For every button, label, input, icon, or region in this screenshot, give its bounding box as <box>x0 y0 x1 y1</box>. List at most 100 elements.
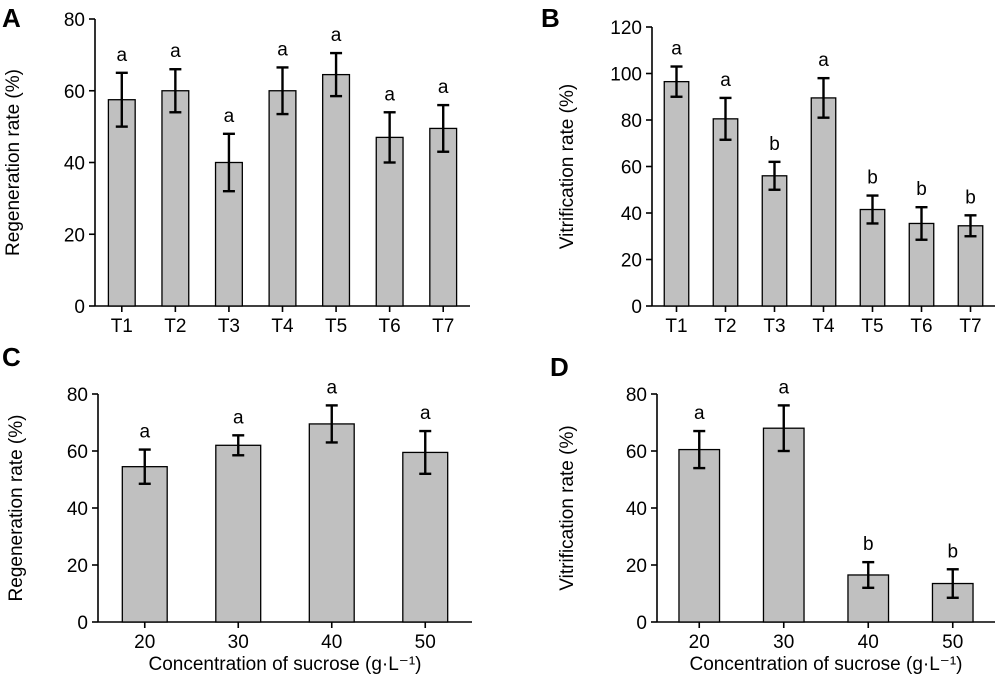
y-tick-label: 20 <box>626 556 647 577</box>
y-axis-title: Regeneration rate (%) <box>3 69 24 256</box>
y-tick-label: 120 <box>610 18 642 39</box>
y-tick-label: 0 <box>631 297 642 318</box>
bar-40 <box>308 423 355 623</box>
x-tick-label: T4 <box>271 316 294 337</box>
x-tick-label: 40 <box>321 632 342 653</box>
x-tick-label: T3 <box>763 316 785 337</box>
y-tick-label: 100 <box>610 65 642 86</box>
y-tick-label: 80 <box>621 111 642 132</box>
y-tick-label: 40 <box>67 499 88 520</box>
y-tick-label: 0 <box>74 297 85 318</box>
chart-panel-a: A 0 20 40 60 80 Regeneration rate (%) a T1 a T2 a T3… <box>2 3 470 337</box>
x-tick-label: 30 <box>773 632 794 653</box>
y-tick-label: 20 <box>67 556 88 577</box>
x-axis-title: Concentration of sucrose (g·L⁻¹) <box>149 654 422 675</box>
y-tick-label: 20 <box>621 251 642 272</box>
x-tick-label: T6 <box>910 316 932 337</box>
significance-label: a <box>116 45 127 66</box>
x-axis-title: Concentration of sucrose (g·L⁻¹) <box>690 654 963 675</box>
x-tick-label: T2 <box>714 316 736 337</box>
x-tick-label: 50 <box>415 632 436 653</box>
x-tick-label: T4 <box>812 316 835 337</box>
bar-t1 <box>663 80 690 307</box>
error-bar <box>419 429 432 475</box>
x-tick-label: 20 <box>134 632 155 653</box>
bar-t2 <box>161 90 190 307</box>
error-bar <box>964 214 977 238</box>
bar-t7 <box>429 127 458 307</box>
bar-20 <box>678 448 721 623</box>
y-axis-title: Vitrification rate (%) <box>557 425 578 590</box>
y-axis-title: Regeneration rate (%) <box>6 415 27 602</box>
x-tick-label: T3 <box>218 316 240 337</box>
significance-label: a <box>818 50 829 71</box>
y-axis-title: Vitrification rate (%) <box>557 84 578 249</box>
y-tick-label: 60 <box>67 442 88 463</box>
error-bar <box>232 434 245 457</box>
panel-letter: A <box>2 3 21 33</box>
significance-label: b <box>947 541 958 562</box>
y-tick-label: 40 <box>621 204 642 225</box>
x-tick-label: T7 <box>432 316 454 337</box>
y-tick-label: 0 <box>636 613 647 634</box>
significance-label: a <box>720 70 731 91</box>
significance-label: a <box>384 84 395 105</box>
error-bar <box>437 103 450 153</box>
x-tick-label: 20 <box>689 632 710 653</box>
chart-panel-c: C 0 20 40 60 80 Regeneration rate (%) a 20 a 30 a 40… <box>2 342 472 675</box>
significance-label: a <box>778 377 789 398</box>
significance-label: a <box>233 407 244 428</box>
x-tick-label: T5 <box>861 316 883 337</box>
error-bar <box>169 68 182 114</box>
significance-label: a <box>224 106 235 127</box>
chart-panel-b: B 0 20 40 60 80 100 120 Vitrification rate (%) a T… <box>541 3 995 337</box>
panel-letter: C <box>2 342 21 372</box>
x-tick-label: T1 <box>665 316 687 337</box>
error-bar <box>330 51 343 98</box>
bar-t2 <box>712 118 739 307</box>
bar-20 <box>121 466 168 623</box>
error-bar <box>862 560 875 589</box>
bar-t4 <box>268 90 297 307</box>
y-tick-label: 60 <box>64 82 85 103</box>
y-tick-label: 60 <box>621 158 642 179</box>
bar-t1 <box>107 99 136 307</box>
x-tick-label: T2 <box>164 316 186 337</box>
x-tick-label: T7 <box>959 316 981 337</box>
bar-t3 <box>761 175 788 307</box>
significance-label: a <box>139 422 150 443</box>
bar-50 <box>402 451 449 623</box>
error-bar <box>383 111 396 164</box>
significance-label: a <box>326 377 337 398</box>
y-tick-label: 20 <box>64 225 85 246</box>
error-bar <box>768 160 781 191</box>
bar-t4 <box>810 97 837 307</box>
error-bar <box>719 96 732 141</box>
x-tick-label: 50 <box>942 632 963 653</box>
significance-label: a <box>170 41 181 62</box>
bar-t7 <box>957 225 984 307</box>
x-tick-label: T5 <box>325 316 347 337</box>
error-bar <box>946 568 959 599</box>
y-tick-label: 80 <box>67 385 88 406</box>
significance-label: b <box>965 187 976 208</box>
panel-letter: D <box>550 352 569 382</box>
error-bar <box>325 404 338 444</box>
chart-panel-d: D 0 20 40 60 80 Vitrification rate (%) a 20 a 30 b 4… <box>550 352 995 675</box>
y-tick-label: 60 <box>626 442 647 463</box>
significance-label: a <box>420 403 431 424</box>
x-tick-label: 30 <box>228 632 249 653</box>
significance-label: b <box>916 179 927 200</box>
error-bar <box>138 448 151 485</box>
bar-30 <box>762 427 805 623</box>
error-bar <box>670 65 683 98</box>
panel-letter: B <box>541 3 560 33</box>
x-tick-label: T6 <box>379 316 401 337</box>
error-bar <box>693 429 706 470</box>
y-tick-label: 80 <box>64 10 85 31</box>
significance-label: b <box>867 168 878 189</box>
error-bar <box>915 205 928 241</box>
significance-label: a <box>277 39 288 60</box>
